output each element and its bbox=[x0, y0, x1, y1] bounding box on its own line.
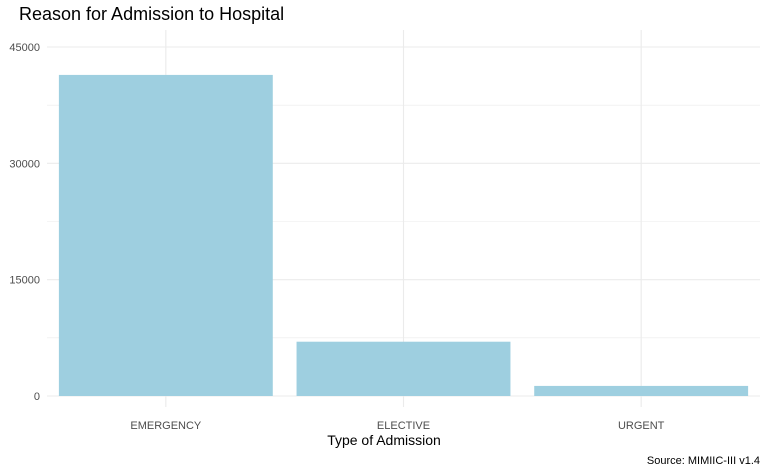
y-tick-label: 15000 bbox=[9, 275, 40, 287]
chart-title: Reason for Admission to Hospital bbox=[19, 4, 285, 24]
y-axis-ticks: 0 15000 30000 45000 bbox=[9, 42, 40, 403]
x-axis-ticks: EMERGENCY ELECTIVE URGENT bbox=[130, 420, 664, 432]
x-axis-label: Type of Admission bbox=[327, 432, 441, 448]
y-tick-label: 0 bbox=[34, 391, 40, 403]
x-tick-label: URGENT bbox=[618, 420, 665, 432]
x-tick-label: EMERGENCY bbox=[130, 420, 202, 432]
y-tick-label: 45000 bbox=[9, 42, 40, 54]
source-caption: Source: MIMIIC-III v1.4 bbox=[646, 455, 760, 467]
bars-layer bbox=[58, 74, 749, 397]
x-tick-label: ELECTIVE bbox=[377, 420, 430, 432]
bar-elective bbox=[296, 341, 511, 396]
bar-emergency bbox=[58, 74, 273, 397]
bar-urgent bbox=[534, 385, 749, 396]
y-tick-label: 30000 bbox=[9, 158, 40, 170]
